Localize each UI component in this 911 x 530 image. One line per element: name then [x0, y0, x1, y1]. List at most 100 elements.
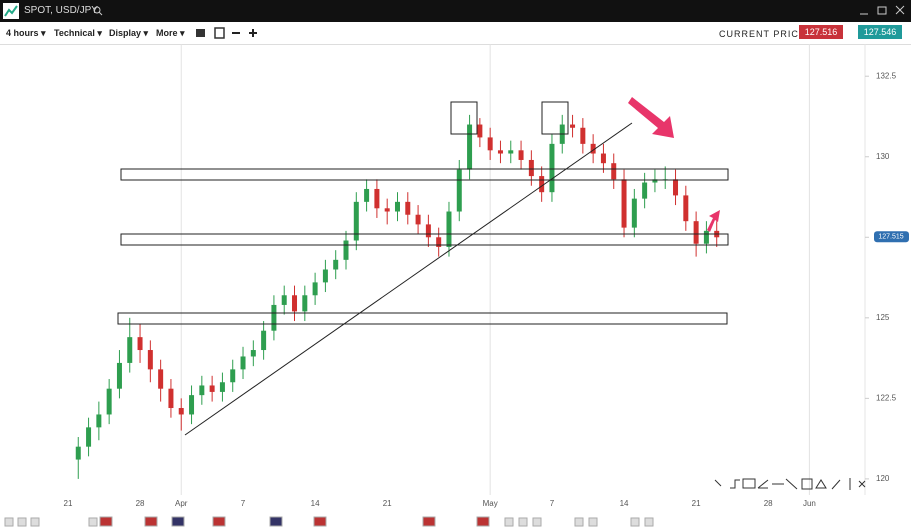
- candle-body: [703, 230, 709, 244]
- candle-body: [96, 414, 102, 428]
- candle-body: [570, 124, 576, 128]
- candle-body: [621, 179, 627, 228]
- x-tick-label: 14: [620, 499, 629, 508]
- y-tick-label: 130: [876, 152, 890, 161]
- candle-body: [487, 137, 493, 151]
- candle-body: [292, 295, 298, 312]
- y-tick-label: 132.5: [876, 71, 897, 80]
- candle-body: [652, 179, 658, 183]
- candle-body: [518, 150, 524, 160]
- candle-body: [240, 356, 246, 370]
- candle-body: [137, 337, 143, 351]
- candle-body: [75, 446, 81, 460]
- candle-body: [693, 221, 699, 244]
- arrow-down: [628, 97, 674, 138]
- app-icon: [3, 3, 19, 19]
- candle-body: [322, 269, 328, 283]
- candle-body: [353, 201, 359, 241]
- candle-body: [394, 201, 400, 212]
- x-tick-label: 28: [136, 499, 145, 508]
- candle-body: [415, 214, 421, 225]
- candle-body: [374, 188, 380, 209]
- last-price-label: 127.515: [878, 234, 903, 241]
- interval-menu[interactable]: 4 hours: [6, 28, 46, 39]
- candle-body: [600, 153, 606, 164]
- candle-body: [271, 304, 277, 331]
- x-tick-label: 21: [692, 499, 701, 508]
- candle-body: [168, 388, 174, 409]
- menu[interactable]: More: [156, 28, 185, 39]
- candle-body: [446, 211, 452, 247]
- last-price-marker: [874, 231, 909, 243]
- menu[interactable]: Display: [109, 28, 148, 39]
- candle-body: [642, 182, 648, 199]
- candle-body: [116, 362, 122, 389]
- ask-price[interactable]: 127.546: [858, 25, 902, 39]
- candle-body: [86, 427, 92, 447]
- candle-body: [230, 369, 236, 383]
- candle-body: [364, 188, 370, 202]
- candle-body: [673, 179, 679, 196]
- candle-body: [209, 385, 215, 392]
- x-tick-label: Apr: [175, 499, 188, 508]
- candle-body: [147, 350, 153, 370]
- price-caption: CURRENT PRICE:: [719, 29, 810, 39]
- search-icon[interactable]: [93, 6, 103, 16]
- x-tick-label: 7: [241, 499, 246, 508]
- x-tick-label: 28: [764, 499, 773, 508]
- candle-body: [384, 208, 390, 212]
- candle-body: [250, 350, 256, 357]
- candle-body: [477, 124, 483, 138]
- candle-body: [189, 395, 195, 415]
- candle-body: [631, 198, 637, 228]
- x-tick-label: Jun: [803, 499, 816, 508]
- candle-body: [425, 224, 431, 238]
- x-tick-label: 7: [550, 499, 555, 508]
- candle-body: [178, 408, 184, 415]
- candle-body: [343, 240, 349, 260]
- candle-body: [528, 159, 534, 177]
- drawings: [117, 101, 729, 436]
- candle-body: [405, 201, 411, 215]
- y-tick-label: 125: [876, 313, 890, 322]
- candle-body: [199, 385, 205, 396]
- candle-body: [539, 176, 545, 193]
- y-tick-label: 120: [876, 474, 890, 483]
- x-tick-label: 21: [64, 499, 73, 508]
- candle-body: [497, 150, 503, 154]
- candle-body: [261, 330, 267, 351]
- candle-body: [456, 169, 462, 212]
- candle-body: [467, 124, 473, 170]
- tool-icons[interactable]: [194, 26, 264, 40]
- toolbar: 4 hours Technical Display More CURRENT P…: [0, 22, 911, 45]
- chart: 120122.5125127.5130132.52128Apr71421May7…: [4, 44, 909, 527]
- x-tick-label: May: [483, 499, 498, 508]
- bid-price[interactable]: 127.516: [799, 25, 843, 39]
- menu[interactable]: Technical: [54, 28, 102, 39]
- candle-body: [333, 259, 339, 270]
- candle-body: [106, 388, 112, 415]
- candle-body: [158, 369, 164, 389]
- candle-body: [580, 127, 586, 144]
- candle-body: [683, 195, 689, 222]
- x-tick-label: 21: [383, 499, 392, 508]
- candle-body: [312, 282, 318, 296]
- window-controls[interactable]: [858, 4, 908, 18]
- candle-body: [508, 150, 514, 154]
- candle-body: [436, 237, 442, 247]
- candle-body: [549, 143, 555, 193]
- y-tick-label: 122.5: [876, 393, 897, 402]
- window-title: SPOT, USD/JPY: [24, 5, 98, 16]
- event-flags: [4, 516, 654, 527]
- candle-body: [127, 337, 133, 363]
- x-tick-label: 14: [311, 499, 320, 508]
- candle-body: [219, 382, 225, 392]
- bottom-tools[interactable]: [714, 478, 866, 490]
- candle-body: [611, 163, 617, 180]
- arrow-up: [707, 210, 720, 232]
- title-bar: SPOT, USD/JPY: [0, 0, 911, 22]
- candle-body: [302, 295, 308, 312]
- candle-body: [281, 295, 287, 305]
- candle-body: [590, 143, 596, 154]
